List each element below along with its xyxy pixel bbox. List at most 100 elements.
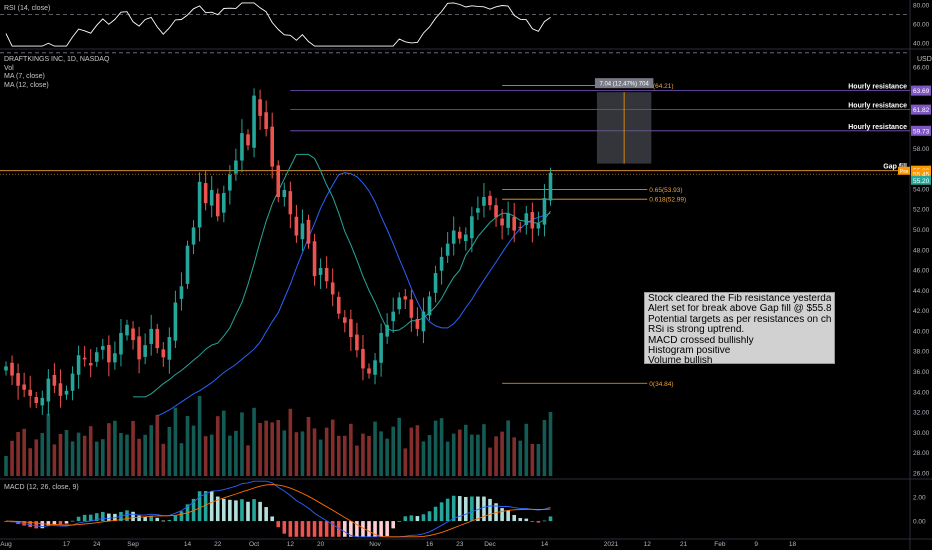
resistance-price-value: 61.82 [913,107,930,114]
rsi-tick-label: 60.00 [913,22,930,29]
fib-level-label: 0.618(52.99) [649,197,686,204]
candle-body [125,324,129,336]
macd-histogram-bar [94,513,99,522]
resistance-label: Hourly resistance [848,124,907,131]
candle-body [494,205,498,218]
macd-histogram-bar [324,521,329,537]
candle-body [530,212,535,229]
volume-bar [76,432,81,476]
macd-histogram-bar [161,520,166,522]
candle-body [373,360,377,375]
macd-histogram-bar [282,521,287,534]
macd-histogram-bar [209,491,214,522]
volume-bar [312,428,317,476]
candle-body [252,95,256,148]
volume-bar [215,416,220,476]
price-tick-label: 48.00 [913,247,930,254]
candle-body [76,355,81,375]
candle-body [482,197,486,206]
macd-histogram-bar [500,508,504,522]
candle-body [445,243,450,256]
x-tick-label: Dec [484,541,496,548]
candle-body [113,353,117,363]
candle-body [88,362,93,366]
x-tick-label: 21 [680,541,688,548]
volume-bar [197,396,202,476]
macd-histogram-bar [439,502,444,522]
macd-histogram-bar [336,521,341,537]
candle-body [355,334,359,351]
candle-body [385,324,389,337]
current-price-tag [911,169,931,179]
price-tick-label: 40.00 [913,328,930,335]
macd-histogram-bar [488,498,492,522]
volume-bar [318,439,323,476]
x-tick-label: Aug [0,541,12,548]
macd-histogram-bar [318,521,323,537]
volume-bar [143,434,147,476]
macd-histogram-bar [101,511,105,522]
macd-histogram-bar [330,521,335,537]
price-tick-label: 44.00 [913,288,930,295]
candle-body [433,273,438,293]
volume-bar [379,431,383,476]
measure-label: 7.04 (12.47%) 704 [599,82,649,88]
candle-body [131,328,135,341]
candle-body [143,345,147,357]
candle-body [28,389,32,396]
volume-bar [167,427,172,476]
macd-histogram-bar [46,521,51,526]
volume-bar [94,441,99,476]
candle-body [415,318,420,329]
macd-histogram-bar [167,519,172,522]
volume-bar [397,417,402,476]
macd-tick-label: 2.00 [913,494,926,501]
candle-body [197,181,202,228]
x-tick-label: 18 [789,541,797,548]
rsi-tick-label: 40.00 [913,41,930,48]
macd-histogram-bar [433,506,438,522]
price-tick-label: 26.00 [913,470,930,477]
resistance-label: Hourly resistance [848,84,907,91]
resistance-label: Hourly resistance [848,103,907,110]
indicator-ma7: MA (7, close) [4,73,45,80]
candle-body [506,213,510,228]
volume-bar [70,441,75,476]
volume-bar [270,422,274,476]
macd-histogram-bar [82,514,87,522]
price-tick-label: 50.00 [913,227,930,234]
x-tick-label: Feb [714,541,726,548]
macd-histogram-bar [427,511,432,522]
candle-body [427,296,432,316]
candle-body [101,346,105,350]
volume-bar [470,434,474,476]
macd-histogram-bar [191,498,196,522]
price-tick-label: 42.00 [913,308,930,315]
volume-bar [125,434,129,476]
candle-body [312,241,317,277]
volume-bar [179,443,184,476]
candle-body [343,317,347,323]
macd-line [5,480,551,538]
macd-histogram-bar [234,500,238,522]
note-line: Potential targets as per resistances on … [648,314,831,325]
volume-bar [191,425,196,476]
candle-body [70,373,75,391]
macd-signal-line [5,484,551,538]
resistance-price-value: 63.69 [913,88,930,95]
volume-bar [16,432,20,476]
macd-histogram-bar [76,516,81,522]
candle-body [179,286,184,299]
macd-histogram-bar [343,521,347,537]
volume-bar [451,433,456,476]
price-tick-label: 66.00 [913,65,930,72]
macd-histogram-bar [482,496,486,522]
note-line: Histogram positive [648,346,731,357]
fib-level-label: 1(64.21) [649,83,673,90]
macd-histogram-bar [197,491,202,522]
volume-bar [288,408,293,476]
price-tick-label: 46.00 [913,268,930,275]
volume-bar [294,432,299,476]
candle-body [409,299,414,318]
